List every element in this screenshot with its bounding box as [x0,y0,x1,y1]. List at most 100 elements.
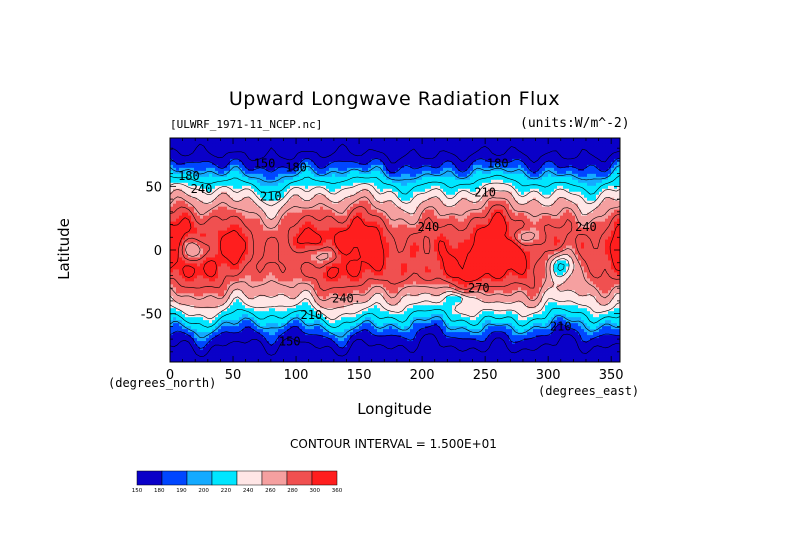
field-cell [215,212,219,217]
field-cell [260,176,264,181]
field-cell [395,158,399,163]
field-cell [344,197,348,202]
field-cell [314,218,318,223]
field-cell [182,200,186,205]
field-cell [566,209,570,214]
field-cell [347,197,351,202]
field-cell [419,167,423,172]
field-cell [533,149,537,154]
field-cell [542,227,546,231]
field-cell [461,224,465,228]
field-cell [266,233,270,237]
field-cell [410,176,414,181]
field-cell [551,197,555,202]
field-cell [407,161,411,166]
field-cell [527,170,531,175]
field-cell [488,155,492,160]
field-cell [359,191,363,196]
field-cell [467,167,471,172]
field-cell [605,233,609,237]
field-cell [323,179,327,184]
field-cell [329,230,333,234]
field-cell [311,188,315,193]
field-cell [332,191,336,196]
field-cell [311,194,315,199]
field-cell [317,179,321,184]
field-cell [386,158,390,163]
field-cell [314,170,318,175]
field-cell [221,212,225,217]
field-cell [401,182,405,187]
field-cell [434,206,438,211]
field-cell [602,140,606,145]
field-cell [575,176,579,181]
field-cell [398,143,402,148]
field-cell [473,161,477,166]
field-cell [170,140,174,145]
field-cell [269,188,273,193]
field-cell [494,197,498,202]
field-cell [284,191,288,196]
field-cell [410,140,414,145]
field-cell [359,215,363,220]
field-cell [374,230,378,234]
field-cell [389,152,393,157]
field-cell [512,161,516,166]
field-cell [530,191,534,196]
field-cell [578,140,582,145]
field-cell [488,158,492,163]
field-cell [521,158,525,163]
field-cell [596,173,600,178]
field-cell [530,197,534,202]
field-cell [188,221,192,226]
field-cell [356,194,360,199]
field-cell [350,200,354,205]
field-cell [500,143,504,148]
field-cell [239,227,243,231]
field-cell [257,215,261,220]
field-cell [287,161,291,166]
field-cell [443,218,447,223]
field-cell [488,203,492,208]
field-cell [176,182,180,187]
field-cell [599,191,603,196]
field-cell [197,224,201,228]
field-cell [512,140,516,145]
field-cell [437,143,441,148]
field-cell [287,173,291,178]
field-cell [419,209,423,214]
field-cell [395,206,399,211]
field-cell [365,200,369,205]
field-cell [392,233,396,237]
field-cell [482,167,486,172]
field-cell [584,185,588,190]
field-cell [599,203,603,208]
field-cell [500,176,504,181]
field-cell [452,218,456,223]
field-cell [533,230,537,234]
field-cell [173,176,177,181]
field-cell [566,191,570,196]
field-cell [536,161,540,166]
field-cell [539,164,543,169]
field-cell [209,212,213,217]
field-cell [374,179,378,184]
field-cell [377,200,381,205]
field-cell [545,212,549,217]
field-cell [512,197,516,202]
field-cell [197,185,201,190]
field-cell [515,164,519,169]
field-cell [530,221,534,226]
field-cell [356,146,360,151]
field-cell [449,140,453,145]
field-cell [566,182,570,187]
field-cell [389,218,393,223]
field-cell [248,230,252,234]
field-cell [467,164,471,169]
field-cell [407,197,411,202]
field-cell [296,215,300,220]
field-cell [545,176,549,181]
field-cell [257,158,261,163]
field-cell [242,203,246,208]
field-cell [341,188,345,193]
